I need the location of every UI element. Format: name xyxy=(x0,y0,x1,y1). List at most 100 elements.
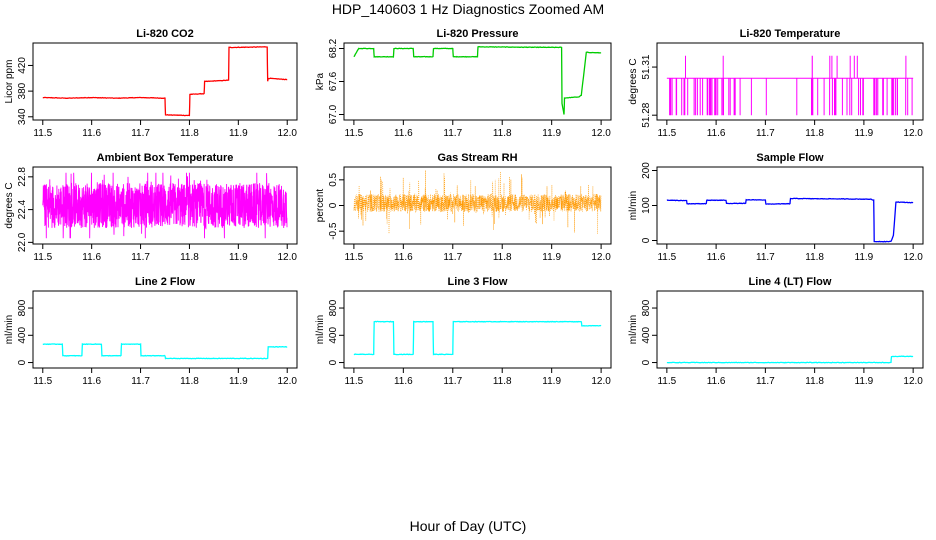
panel-title: Line 2 Flow xyxy=(135,276,195,288)
panel-title: Ambient Box Temperature xyxy=(97,152,234,164)
x-tick-label: 12.0 xyxy=(277,252,297,263)
x-tick-label: 11.9 xyxy=(855,376,874,387)
y-tick-label: 0 xyxy=(641,237,652,243)
x-tick-label: 11.6 xyxy=(707,376,726,387)
y-tick-label: 400 xyxy=(328,327,339,344)
panel-title: Li-820 Temperature xyxy=(740,28,841,40)
y-tick-label: -0.5 xyxy=(328,222,339,240)
x-tick-label: 11.5 xyxy=(345,376,364,387)
x-tick-label: 11.9 xyxy=(855,128,874,139)
x-tick-label: 12.0 xyxy=(591,252,611,263)
x-tick-label: 11.8 xyxy=(493,252,512,263)
panel-3: Li-820 Temperature 11.5 11.6 11.7 11.8 11.9 12… xyxy=(628,28,924,139)
panel-8: Line 3 Flow 11.5 11.6 11.7 11.8 11.9 12.0 0 400 8… xyxy=(315,276,612,387)
data-series xyxy=(666,355,914,364)
y-axis-label: degrees C xyxy=(4,182,15,228)
x-tick-label: 11.5 xyxy=(657,128,676,139)
x-tick-label: 11.7 xyxy=(131,252,150,263)
x-tick-label: 11.9 xyxy=(542,252,561,263)
x-tick-label: 12.0 xyxy=(903,376,923,387)
x-tick-label: 11.9 xyxy=(229,252,248,263)
x-tick-label: 11.8 xyxy=(493,376,512,387)
x-tick-label: 11.5 xyxy=(345,128,364,139)
y-axis-label: ml/min xyxy=(628,315,639,344)
data-series xyxy=(42,172,288,239)
x-tick-label: 11.8 xyxy=(180,376,199,387)
x-tick-label: 11.9 xyxy=(542,128,561,139)
x-tick-label: 11.7 xyxy=(131,376,150,387)
y-axis-label: kPa xyxy=(315,72,326,90)
x-tick-label: 12.0 xyxy=(591,128,611,139)
x-tick-label: 11.8 xyxy=(180,252,199,263)
y-tick-label: 68.2 xyxy=(328,38,339,58)
x-tick-label: 11.6 xyxy=(707,128,726,139)
y-tick-label: 0 xyxy=(641,359,652,365)
panel-9: Line 4 (LT) Flow 11.5 11.6 11.7 11.8 11.9 12.0… xyxy=(628,276,924,387)
data-series xyxy=(353,170,602,235)
x-tick-label: 11.8 xyxy=(805,376,824,387)
panel-title: Line 4 (LT) Flow xyxy=(749,276,832,288)
y-axis-label: ml/min xyxy=(4,315,15,344)
x-tick-label: 11.8 xyxy=(493,128,512,139)
x-tick-label: 11.7 xyxy=(756,252,775,263)
y-tick-label: 800 xyxy=(328,299,339,316)
plot-frame xyxy=(656,42,924,121)
y-tick-label: 200 xyxy=(641,162,652,179)
x-tick-label: 11.8 xyxy=(805,252,824,263)
panel-7: Line 2 Flow 11.5 11.6 11.7 11.8 11.9 12.0 0 400 8… xyxy=(4,276,298,387)
x-tick-label: 11.5 xyxy=(33,376,52,387)
y-tick-label: 800 xyxy=(641,299,652,316)
panel-5: Gas Stream RH 11.5 11.6 11.7 11.8 11.9 12.0 -0.… xyxy=(315,152,612,263)
x-tick-label: 11.6 xyxy=(82,252,101,263)
panel-title: Line 3 Flow xyxy=(448,276,508,288)
plot-frame xyxy=(32,166,298,245)
y-tick-label: 400 xyxy=(641,327,652,344)
x-tick-label: 11.7 xyxy=(443,252,462,263)
x-tick-label: 11.7 xyxy=(756,128,775,139)
y-tick-label: 380 xyxy=(17,82,28,99)
y-tick-label: 67.6 xyxy=(328,71,339,91)
data-series xyxy=(666,197,914,243)
data-series xyxy=(42,46,288,117)
y-axis-label: percent xyxy=(315,189,326,223)
y-tick-label: 100 xyxy=(641,197,652,214)
x-tick-label: 11.6 xyxy=(707,252,726,263)
x-tick-label: 11.6 xyxy=(82,376,101,387)
panel-title: Li-820 Pressure xyxy=(437,28,519,40)
x-tick-label: 11.8 xyxy=(180,128,199,139)
y-tick-label: 22.8 xyxy=(17,167,28,187)
data-series xyxy=(353,46,602,115)
x-tick-label: 11.5 xyxy=(657,376,676,387)
data-series xyxy=(42,342,288,360)
plot-frame xyxy=(656,166,924,245)
x-tick-label: 12.0 xyxy=(903,128,923,139)
x-tick-label: 12.0 xyxy=(591,376,611,387)
y-tick-label: 800 xyxy=(17,299,28,316)
panel-2: Li-820 Pressure 11.5 11.6 11.7 11.8 11.9 12.0 6… xyxy=(315,28,612,139)
y-tick-label: 0 xyxy=(328,359,339,365)
x-tick-label: 11.7 xyxy=(443,128,462,139)
y-tick-label: 420 xyxy=(17,57,28,74)
x-tick-label: 11.6 xyxy=(394,376,413,387)
plot-frame xyxy=(32,42,298,121)
y-tick-label: 22.0 xyxy=(17,232,28,252)
x-tick-label: 12.0 xyxy=(277,128,297,139)
x-tick-label: 11.6 xyxy=(82,128,101,139)
y-tick-label: 0.5 xyxy=(328,172,339,186)
x-tick-label: 11.9 xyxy=(229,128,248,139)
x-tick-label: 11.7 xyxy=(756,376,775,387)
y-tick-label: 67.0 xyxy=(328,104,339,124)
x-tick-label: 11.8 xyxy=(805,128,824,139)
y-tick-label: 22.4 xyxy=(17,199,28,219)
x-tick-label: 11.6 xyxy=(394,252,413,263)
plot-frame xyxy=(32,290,298,369)
panel-1: Li-820 CO2 11.5 11.6 11.7 11.8 11.9 12.0 340 380… xyxy=(4,28,298,139)
panel-4: Ambient Box Temperature 11.5 11.6 11.7 11.8 1… xyxy=(4,152,298,263)
x-tick-label: 11.5 xyxy=(33,128,52,139)
y-axis-label: ml/min xyxy=(315,315,326,344)
y-tick-label: 0 xyxy=(328,202,339,208)
panel-6: Sample Flow 11.5 11.6 11.7 11.8 11.9 12.0 0 100 2… xyxy=(628,152,924,263)
data-series xyxy=(353,320,602,356)
